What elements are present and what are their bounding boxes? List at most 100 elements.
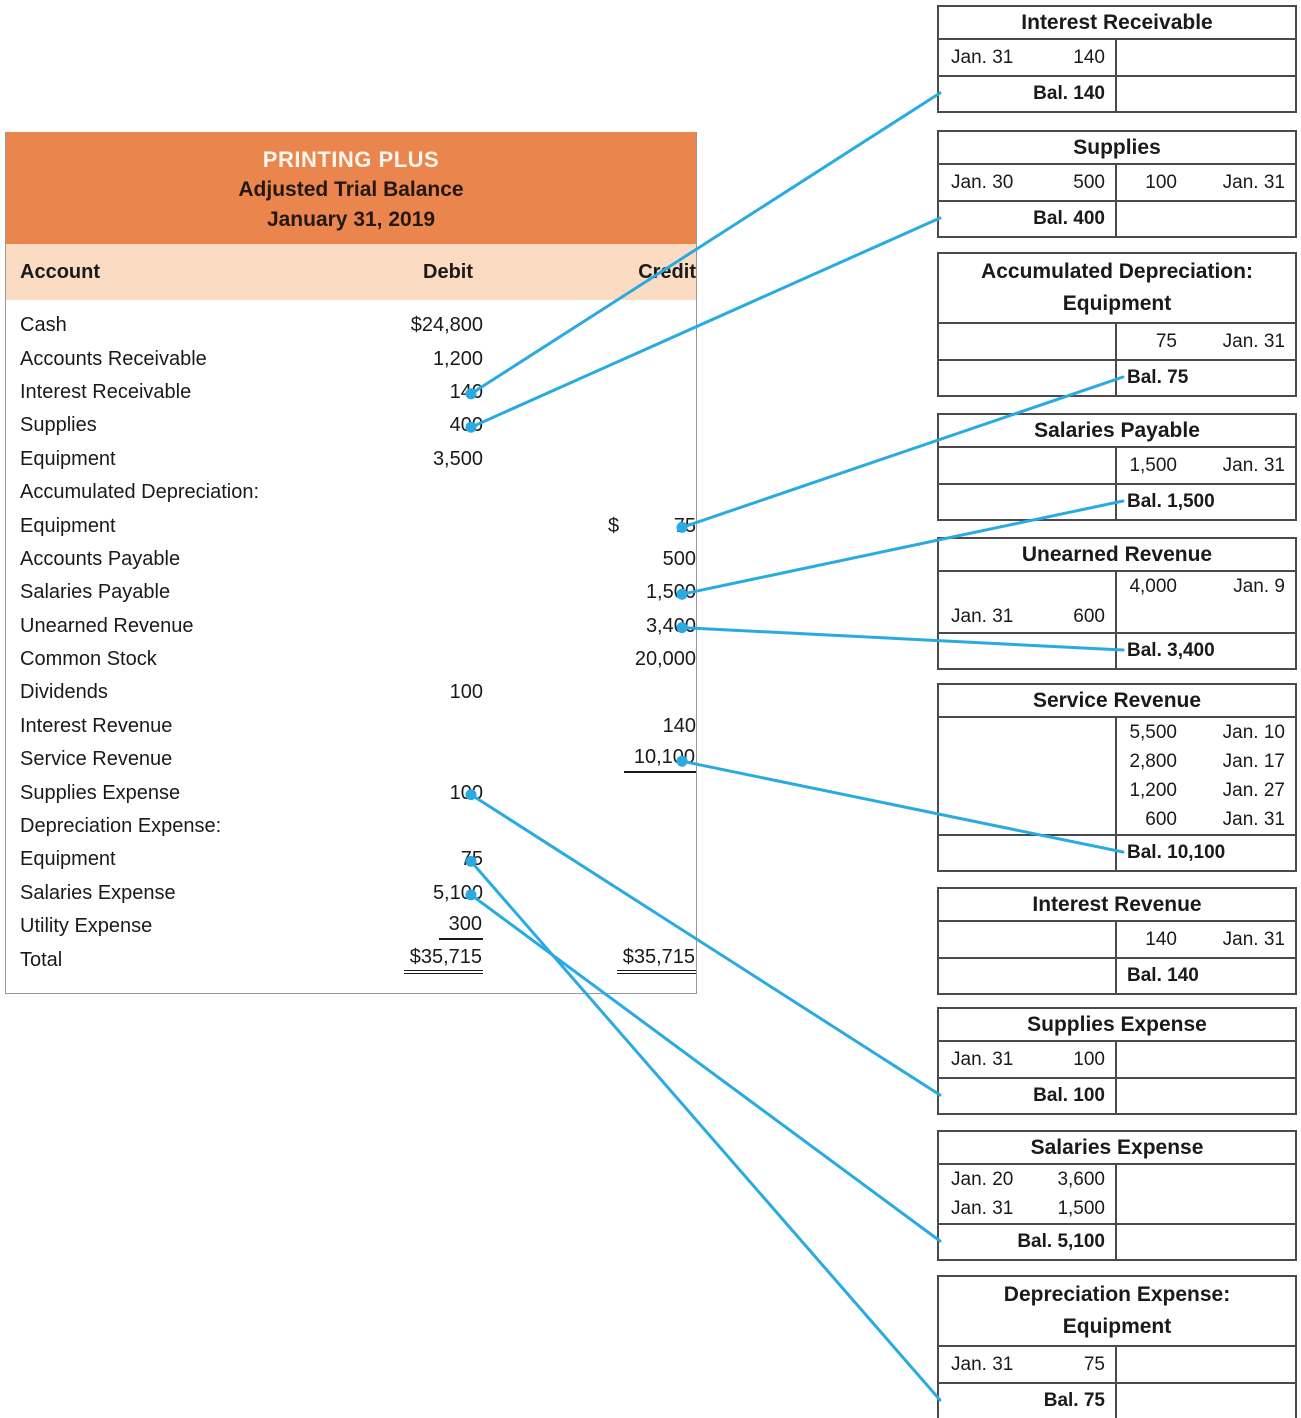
t-account-balance-row: Bal. 75: [939, 359, 1295, 395]
credit-cell: $75: [608, 515, 696, 538]
t-account-balance-row: Bal. 5,100: [939, 1223, 1295, 1259]
credit-value: 20,000: [634, 648, 696, 671]
balance-right-cell: Bal. 3,400: [1117, 634, 1295, 668]
entry-amount: 75: [1155, 330, 1177, 352]
balance-left-cell: Bal. 400: [939, 202, 1117, 236]
t-account-entry-row: Jan. 30 500 100 Jan. 31: [939, 165, 1295, 200]
t-account-title-line: Accumulated Depreciation:: [981, 260, 1253, 283]
t-account-title: Supplies: [939, 132, 1295, 165]
credit-side-cell: [1117, 1194, 1295, 1223]
credit-cell: 3,400: [608, 615, 696, 638]
debit-cell: 100: [378, 782, 483, 805]
debit-side-cell: [939, 718, 1117, 747]
credit-cell: 140: [608, 715, 696, 738]
credit-value: $35,715: [616, 946, 696, 975]
trial-balance-row: Supplies Expense 100: [6, 776, 696, 809]
entry-date: Jan. 30: [951, 171, 1014, 193]
trial-balance-row: Common Stock 20,000: [6, 643, 696, 676]
t-account-title: Unearned Revenue: [939, 539, 1295, 572]
account-label: Cash: [20, 314, 67, 337]
credit-value: 500: [662, 547, 696, 570]
t-account-supplies: Supplies Jan. 30 500 100 Jan. 31 Bal. 400: [937, 130, 1297, 238]
debit-cell: 1,200: [378, 348, 483, 371]
t-account-entry-row: Jan. 31 600: [939, 602, 1295, 632]
entry-amount: 600: [1145, 808, 1177, 830]
credit-side-cell: 600 Jan. 31: [1117, 805, 1295, 834]
entry-amount: 4,000: [1129, 576, 1177, 597]
credit-side-cell: 100 Jan. 31: [1117, 165, 1295, 200]
trial-balance-row: Unearned Revenue 3,400: [6, 610, 696, 643]
trial-balance-row: Accounts Payable 500: [6, 543, 696, 576]
balance-left-cell: [939, 485, 1117, 519]
entry-amount: 75: [1083, 1353, 1105, 1375]
debit-cell: $24,800: [378, 314, 483, 337]
t-account-title: Depreciation Expense: Equipment: [939, 1277, 1295, 1347]
debit-value: 1,200: [432, 347, 483, 370]
entry-amount: 3,600: [1057, 1168, 1105, 1190]
entry-date: Jan. 9: [1233, 576, 1285, 597]
debit-side-cell: Jan. 20 3,600: [939, 1165, 1117, 1194]
entry-amount: 100: [1145, 171, 1177, 193]
t-account-entry-row: Jan. 31 100: [939, 1042, 1295, 1077]
t-account-title: Supplies Expense: [939, 1009, 1295, 1042]
balance-right-cell: Bal. 75: [1117, 361, 1295, 395]
t-account-title-line: Depreciation Expense:: [1003, 1283, 1231, 1306]
trial-balance-row: Depreciation Expense:: [6, 810, 696, 843]
credit-side-cell: [1117, 1347, 1295, 1382]
t-account-balance-row: Bal. 10,100: [939, 834, 1295, 870]
entry-amount: 100: [1073, 1048, 1105, 1070]
credit-cell: 500: [608, 548, 696, 571]
entry-date: Jan. 31: [1222, 454, 1285, 476]
trial-balance-row: Equipment 75: [6, 843, 696, 876]
debit-side-cell: [939, 572, 1117, 602]
account-label: Total: [20, 948, 63, 971]
t-account-entry-row: 5,500 Jan. 10: [939, 718, 1295, 747]
account-label: Common Stock: [20, 648, 157, 671]
t-account-entry-row: 2,800 Jan. 17: [939, 747, 1295, 776]
account-label: Salaries Expense: [20, 881, 176, 904]
balance-value: Bal. 3,400: [1127, 640, 1215, 661]
credit-side-cell: 2,800 Jan. 17: [1117, 747, 1295, 776]
balance-right-cell: [1117, 1079, 1295, 1113]
t-account-entry-row: 75 Jan. 31: [939, 324, 1295, 359]
debit-cell: 300: [378, 913, 483, 941]
account-label: Supplies Expense: [20, 781, 181, 804]
t-account-entry-row: 4,000 Jan. 9: [939, 572, 1295, 602]
debit-value: $35,715: [403, 946, 483, 975]
company-name: PRINTING PLUS: [262, 147, 440, 172]
balance-left-cell: [939, 959, 1117, 993]
column-header-debit: Debit: [423, 260, 473, 283]
t-account-entry-row: Jan. 31 1,500: [939, 1194, 1295, 1223]
t-account-entry-row: Jan. 20 3,600: [939, 1165, 1295, 1194]
account-label: Interest Receivable: [20, 380, 192, 403]
column-header-credit: Credit: [638, 260, 696, 283]
t-account-title-line: Unearned Revenue: [1021, 542, 1213, 566]
account-label: Salaries Payable: [20, 581, 171, 604]
column-header-row: Account Debit Credit: [6, 244, 696, 300]
debit-cell: 140: [378, 381, 483, 404]
t-account-title-line: Interest Receivable: [1021, 10, 1213, 34]
entry-amount: 140: [1145, 928, 1177, 950]
credit-side-cell: [1117, 1165, 1295, 1194]
balance-value: Bal. 400: [1033, 208, 1105, 229]
debit-side-cell: Jan. 31 140: [939, 40, 1117, 75]
trial-balance-row: Accumulated Depreciation:: [6, 476, 696, 509]
t-account-balance-row: Bal. 100: [939, 1077, 1295, 1113]
t-account-title: Accumulated Depreciation: Equipment: [939, 254, 1295, 324]
t-account-interest-receivable: Interest Receivable Jan. 31 140 Bal. 140: [937, 5, 1297, 113]
t-account-balance-row: Bal. 3,400: [939, 632, 1295, 668]
credit-cell: 20,000: [608, 648, 696, 671]
t-account-entry-row: Jan. 31 75: [939, 1347, 1295, 1382]
t-account-title-line: Service Revenue: [1032, 688, 1202, 712]
account-label: Supplies: [20, 414, 97, 437]
debit-cell: 100: [378, 681, 483, 704]
debit-side-cell: [939, 922, 1117, 957]
t-account-entry-row: 600 Jan. 31: [939, 805, 1295, 834]
balance-right-cell: Bal. 140: [1117, 959, 1295, 993]
trial-balance-row: Interest Revenue 140: [6, 710, 696, 743]
debit-value: 100: [449, 781, 483, 804]
balance-value: Bal. 75: [1043, 1390, 1105, 1411]
balance-value: Bal. 140: [1127, 965, 1199, 986]
account-label: Accounts Payable: [20, 547, 181, 570]
balance-value: Bal. 100: [1033, 1085, 1105, 1106]
